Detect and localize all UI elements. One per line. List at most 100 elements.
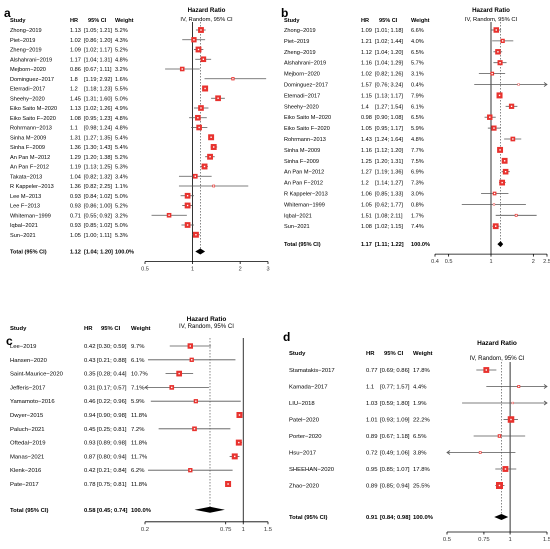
study-name: Eiko Saito M−2020 [10,106,57,112]
column-header-ci: 95% CI [88,18,107,24]
study-hr: 1.08 [70,116,81,122]
effect-point [203,165,206,168]
forest-subtitle: IV, Random, 95% CI [180,17,233,23]
study-name: Klenk−2016 [10,468,42,474]
column-header-study: Study [10,18,26,24]
study-weight: 5.9% [131,399,145,405]
study-ci: [0.93; 1.09] [380,418,410,424]
study-ci: [0.80; 0.94] [97,454,127,460]
study-hr: 1.1 [70,126,78,132]
effect-point [204,87,206,90]
study-ci: [0.85; 1.02] [84,223,112,229]
study-weight: 4.3% [115,38,128,44]
study-name: Saint-Maurice−2020 [10,372,64,378]
study-ci: [1.02; 1.44] [375,39,403,45]
column-header-study: Study [289,351,306,357]
x-tick-label: 3 [266,267,269,273]
study-hr: 1.25 [361,159,372,165]
study-weight: 3.1% [411,72,424,78]
study-ci: [1.04; 1.29] [375,61,403,67]
pooled-diamond [194,506,225,513]
total-label: Total (95% CI) [284,242,321,248]
study-name: Jefferis−2017 [10,385,45,391]
total-weight: 100.0% [411,242,430,248]
effect-point [489,116,491,118]
x-tick-label: 0.5 [443,537,452,543]
pooled-diamond [497,241,504,248]
effect-point [186,204,189,207]
total-weight: 100.0% [413,515,434,521]
study-weight: 3.2% [115,213,128,219]
total-ci: [0.84; 0.98] [380,515,410,521]
study-name: Yamamoto−2016 [10,399,55,405]
study-hr: 0.94 [84,413,96,419]
study-ci: [0.28; 0.44] [97,372,127,378]
study-hr: 0.77 [366,368,377,374]
study-ci: [1.19; 1.36] [375,170,403,176]
study-hr: 1.57 [361,83,372,89]
study-name: Porter−2020 [289,434,322,440]
effect-point [200,29,202,31]
study-hr: 1.05 [70,233,81,239]
study-hr: 0.86 [70,67,81,73]
total-weight: 100.0% [115,250,134,256]
effect-point [194,175,196,177]
study-hr: 1.1 [366,385,374,391]
effect-point [200,107,202,109]
study-weight: 3.8% [413,451,427,457]
study-hr: 1.08 [361,224,372,230]
ci-arrow-left [446,450,451,455]
study-hr: 0.89 [366,434,377,440]
study-name: Piet−2019 [284,39,309,45]
study-weight: 7.7% [411,148,424,154]
study-hr: 1.09 [361,28,372,34]
study-name: Zhao−2020 [289,484,320,490]
study-ci: [1.08; 2.11] [375,213,403,219]
study-hr: 1.03 [366,401,378,407]
study-name: Sinha F−2009 [10,145,45,151]
study-name: Patel−2020 [289,418,320,424]
study-hr: 0.43 [84,358,96,364]
study-ci: [0.17; 0.57] [97,385,127,391]
panel-label: c [6,334,13,348]
effect-point [198,126,200,129]
study-name: Whiteman−1999 [10,213,51,219]
study-hr: 0.31 [84,385,95,391]
study-name: Paluch−2021 [10,427,45,433]
study-weight: 4.8% [411,137,424,143]
study-weight: 5.2% [115,155,128,161]
study-ci: [0.86; 1.20] [84,38,112,44]
study-ci: [1.13; 1.17] [375,93,403,99]
effect-point [212,185,215,187]
x-tick-label: 0.75 [220,527,232,533]
study-name: Sinha M−2009 [284,148,320,154]
study-ci: [0.95; 1.17] [375,126,403,132]
study-weight: 5.4% [115,135,128,141]
effect-point [493,192,496,195]
study-name: Dwyer−2015 [10,413,44,419]
study-hr: 0.42 [84,468,95,474]
x-tick-label: 2 [532,259,535,265]
study-name: Stamatakis−2017 [289,368,335,374]
study-hr: 0.72 [366,451,377,457]
study-weight: 3.0% [411,192,424,198]
study-weight: 5.2% [115,204,128,210]
effect-point [232,78,234,80]
study-hr: 1.19 [70,165,81,171]
study-hr: 0.46 [84,399,96,405]
effect-point [212,146,215,148]
study-hr: 1.2 [70,87,78,93]
study-weight: 4.0% [411,39,424,45]
study-ci: [0.82; 1.32] [84,174,112,180]
study-name: Zheng−2019 [10,48,42,54]
study-name: Eiko Saito F−2020 [10,116,56,122]
study-weight: 1.1% [115,184,128,190]
study-weight: 5.0% [115,96,128,102]
effect-point [512,138,514,140]
effect-point [498,94,501,97]
study-hr: 1.2 [361,181,369,187]
study-weight: 5.2% [115,48,128,54]
effect-point [497,51,499,53]
study-ci: [0.82; 1.26] [375,72,403,78]
ci-arrow-right [543,400,548,406]
